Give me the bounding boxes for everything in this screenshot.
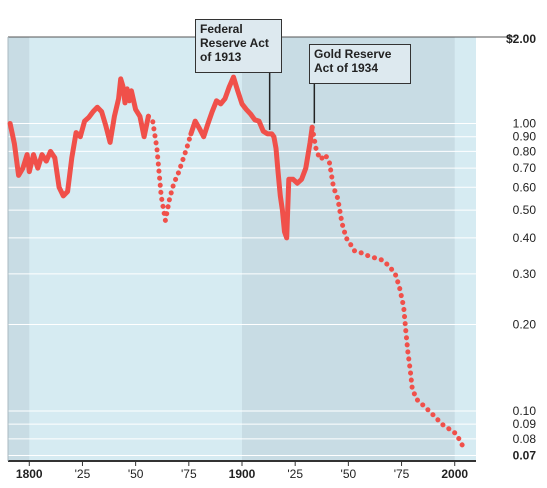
- y-tick-label-10: 0.10: [513, 404, 537, 418]
- y-tick-label-11: 0.09: [513, 417, 537, 431]
- y-tick-label-12: 0.08: [513, 432, 537, 446]
- series-segment-0-solid: [7, 76, 151, 199]
- y-tick-label-4: 0.70: [513, 161, 537, 175]
- y-tick-label-0: $2.00: [506, 32, 536, 46]
- x-tick-label-1: '25: [75, 467, 91, 481]
- x-tick-label-6: '50: [341, 467, 357, 481]
- grid-lines: [7, 36, 516, 462]
- annotation-gold-reserve-act: Gold Reserve Act of 1934: [309, 44, 411, 84]
- series-segment-3-dotted: [309, 124, 466, 450]
- shaded-period-1: [242, 37, 455, 461]
- x-tick-label-8: 2000: [441, 467, 468, 481]
- x-tick-label-2: '50: [128, 467, 144, 481]
- y-tick-label-7: 0.40: [513, 231, 537, 245]
- annotation-leaders: [268, 67, 316, 130]
- y-axis-labels: $2.00 1.000.900.80 0.70 0.60 0.50 0.40 0.30 0.2…: [506, 32, 536, 463]
- y-tick-label-6: 0.50: [513, 203, 537, 217]
- x-tick-label-0: 1800: [16, 467, 43, 481]
- series-segment-2-solid: [188, 74, 315, 241]
- y-tick-label-8: 0.30: [513, 267, 537, 281]
- x-tick-label-3: '75: [181, 467, 197, 481]
- x-tick-label-4: 1900: [229, 467, 256, 481]
- y-tick-label-2: 0.90: [513, 130, 537, 144]
- x-tick-label-5: '25: [287, 467, 303, 481]
- x-axis-labels: 1800 '25 '50 '75 1900 '25 '50 '75 2000: [16, 461, 468, 481]
- shaded-period-0: [8, 37, 30, 461]
- series-segment-1-dotted: [145, 113, 194, 223]
- data-series: [7, 74, 466, 450]
- y-tick-label-9: 0.20: [513, 317, 537, 331]
- x-tick-label-7: '75: [394, 467, 410, 481]
- y-tick-label-1: 1.00: [513, 117, 537, 131]
- y-tick-label-5: 0.60: [513, 180, 537, 194]
- y-tick-label-13: 0.07: [513, 449, 537, 463]
- annotation-federal-reserve-act: Federal Reserve Act of 1913: [195, 19, 282, 73]
- y-tick-label-3: 0.80: [513, 144, 537, 158]
